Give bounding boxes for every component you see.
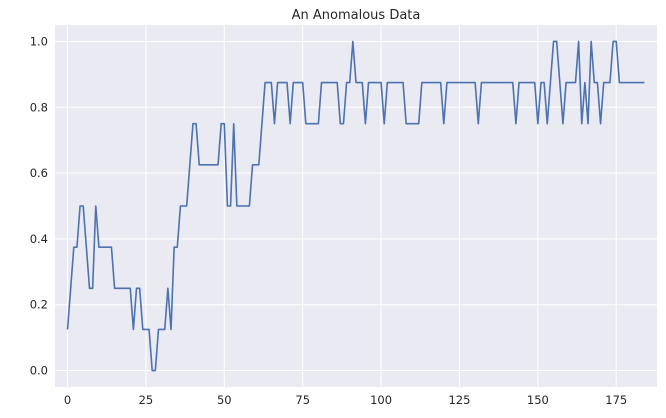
x-tick-label: 25 <box>139 393 154 407</box>
y-tick-label: 0.0 <box>30 364 48 378</box>
x-tick-label: 125 <box>448 393 470 407</box>
x-tick-label: 50 <box>217 393 232 407</box>
y-tick-label: 0.2 <box>30 298 48 312</box>
plot-background <box>55 25 657 387</box>
series-line <box>66 40 645 372</box>
x-tick-label: 175 <box>605 393 627 407</box>
x-tick-label: 0 <box>64 393 71 407</box>
y-tick-label: 1.0 <box>30 34 48 48</box>
y-tick-label: 0.6 <box>30 166 48 180</box>
y-tick-label: 0.4 <box>30 232 48 246</box>
x-tick-label: 150 <box>527 393 549 407</box>
tick-labels: 0 25 50 75 100 125 150 175 0.0 0.2 0.4 0.6 0.8 1.0 <box>30 34 628 407</box>
x-tick-label: 100 <box>370 393 392 407</box>
series-lines <box>66 40 645 372</box>
x-tick-label: 75 <box>295 393 310 407</box>
chart-title: An Anomalous Data <box>292 8 421 23</box>
y-tick-label: 0.8 <box>30 100 48 114</box>
